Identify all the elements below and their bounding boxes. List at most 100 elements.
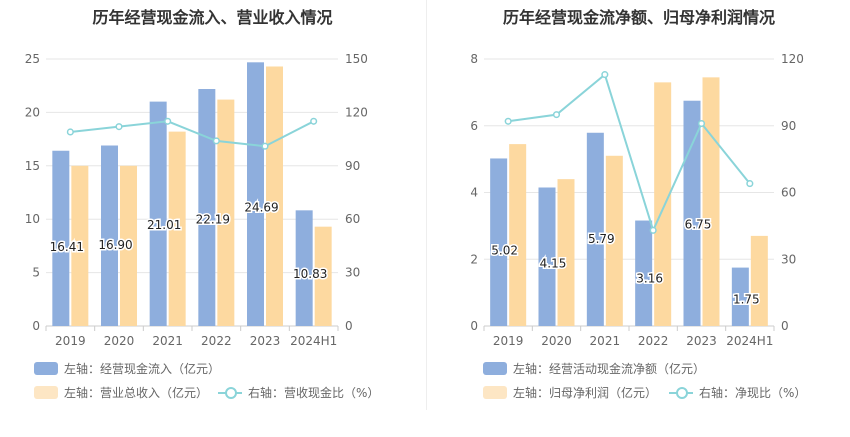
bar-series-2 xyxy=(509,144,527,326)
legend-line-icon xyxy=(669,386,693,399)
legend-item-bar2[interactable]: 左轴：归母净利润（亿元） xyxy=(483,384,657,401)
line-point xyxy=(601,71,609,79)
y-left-tick-label: 8 xyxy=(470,52,478,66)
bar-data-label: 3.16 xyxy=(636,272,663,286)
x-tick-label: 2020 xyxy=(541,334,572,348)
x-tick-label: 2022 xyxy=(201,334,232,348)
legend-item-line[interactable]: 右轴：营收现金比（%） xyxy=(218,384,379,401)
chart-canvas: 0 2 4 6 8 0 30 60 90 120 2019 2020 2021 2022 2023 2024H… xyxy=(470,52,804,348)
y-left-tick-label: 15 xyxy=(25,159,40,173)
x-tick-label: 2023 xyxy=(686,334,717,348)
legend-swatch-bar1 xyxy=(483,362,507,375)
legend-label: 右轴：营收现金比（%） xyxy=(248,386,380,400)
legend-label: 左轴：归母净利润（亿元） xyxy=(513,386,658,400)
bar-data-label: 22.19 xyxy=(196,212,230,226)
bar-series-2 xyxy=(702,77,720,326)
legend-label: 左轴：经营活动现金流净额（亿元） xyxy=(513,362,706,376)
x-tick-label: 2021 xyxy=(152,334,183,348)
y-left-tick-label: 2 xyxy=(470,252,478,266)
bar-series-2 xyxy=(120,165,137,326)
bar-data-label: 16.41 xyxy=(50,240,84,254)
legend-swatch-bar2 xyxy=(34,386,58,399)
y-left-tick-label: 25 xyxy=(25,52,40,66)
y-left-tick-label: 10 xyxy=(25,212,40,226)
y-right-tick-label: 60 xyxy=(781,186,796,200)
chart-panel-net-cash: 历年经营现金流净额、归母净利润情况 0 2 4 6 8 0 30 60 90 120 2019 202… xyxy=(428,0,850,437)
legend-swatch-bar2 xyxy=(483,386,507,399)
bar-series-1 xyxy=(149,101,167,327)
line-point xyxy=(164,117,172,125)
x-tick-label: 2022 xyxy=(638,334,669,348)
bar-series-1 xyxy=(198,89,216,326)
bar-series-1 xyxy=(683,100,701,326)
legend-item-bar1[interactable]: 左轴：经营活动现金流净额（亿元） xyxy=(483,360,705,377)
bar-data-label: 1.75 xyxy=(733,293,760,307)
line-point xyxy=(261,142,269,150)
y-left-tick-label: 0 xyxy=(32,319,40,333)
bar-series-2 xyxy=(654,82,672,326)
legend-label: 右轴：净现比（%） xyxy=(699,386,807,400)
line-point xyxy=(552,111,561,119)
bar-data-label: 6.75 xyxy=(685,218,712,232)
bar-series-1 xyxy=(295,210,313,326)
bar-series-2 xyxy=(605,155,623,326)
bar-series-1 xyxy=(538,187,556,326)
legend-item-line[interactable]: 右轴：净现比（%） xyxy=(669,384,806,401)
bar-series-1 xyxy=(490,158,508,326)
y-right-tick-label: 90 xyxy=(781,119,796,133)
x-tick-label: 2024H1 xyxy=(290,334,337,348)
x-tick-label: 2020 xyxy=(104,334,135,348)
bar-data-label: 4.15 xyxy=(540,257,567,271)
line-point xyxy=(504,117,512,125)
bar-data-label: 10.83 xyxy=(293,267,327,281)
line-point xyxy=(310,117,318,125)
legend-item-bar2[interactable]: 左轴：营业总收入（亿元） xyxy=(34,384,208,401)
series-line xyxy=(508,72,751,234)
bar-series-1 xyxy=(731,267,749,326)
bar-series-2 xyxy=(168,131,186,326)
y-right-tick-label: 150 xyxy=(345,52,368,66)
legend-label: 左轴：经营现金流入（亿元） xyxy=(64,362,221,376)
y-left-tick-label: 5 xyxy=(32,266,40,280)
y-right-tick-label: 30 xyxy=(345,266,360,280)
y-left-tick-label: 4 xyxy=(470,186,478,200)
bar-data-label: 5.02 xyxy=(491,244,518,258)
legend-item-bar1[interactable]: 左轴：经营现金流入（亿元） xyxy=(34,360,220,377)
x-tick-label: 2019 xyxy=(493,334,524,348)
y-right-tick-label: 120 xyxy=(345,105,368,119)
bar-series-2 xyxy=(71,165,89,326)
panel-divider xyxy=(426,0,427,410)
series-line xyxy=(70,120,315,148)
x-tick-label: 2019 xyxy=(55,334,86,348)
legend-label: 左轴：营业总收入（亿元） xyxy=(64,386,209,400)
y-left-tick-label: 20 xyxy=(25,105,40,119)
y-right-tick-label: 0 xyxy=(781,319,789,333)
line-point xyxy=(649,226,657,234)
line-point xyxy=(66,128,74,136)
x-tick-label: 2024H1 xyxy=(726,334,773,348)
y-right-tick-label: 0 xyxy=(345,319,353,333)
bar-series-2 xyxy=(314,226,332,326)
bar-series-1 xyxy=(635,220,653,326)
bar-series-2 xyxy=(750,235,768,326)
legend-swatch-bar1 xyxy=(34,362,58,375)
x-tick-label: 2021 xyxy=(590,334,621,348)
bar-series-1 xyxy=(52,150,70,326)
bar-series-2 xyxy=(266,66,283,326)
chart-panel-cash-inflow: 历年经营现金流入、营业收入情况 0 5 10 15 20 25 0 30 60 90 120 150 2… xyxy=(25,8,380,401)
y-right-tick-label: 60 xyxy=(345,212,360,226)
bar-series-1 xyxy=(247,62,264,327)
chart-title: 历年经营现金流入、营业收入情况 xyxy=(92,8,333,27)
y-left-tick-label: 0 xyxy=(470,319,478,333)
line-point xyxy=(212,137,220,145)
bar-data-label: 16.90 xyxy=(98,238,132,252)
y-left-tick-label: 6 xyxy=(470,119,478,133)
legend-line-icon xyxy=(218,386,242,399)
line-point xyxy=(697,119,706,128)
bar-data-label: 21.01 xyxy=(147,218,181,232)
bar-series-2 xyxy=(557,179,575,326)
bar-series-2 xyxy=(217,99,235,326)
line-point xyxy=(746,180,754,188)
x-tick-label: 2023 xyxy=(250,334,281,348)
bar-series-1 xyxy=(586,132,604,326)
